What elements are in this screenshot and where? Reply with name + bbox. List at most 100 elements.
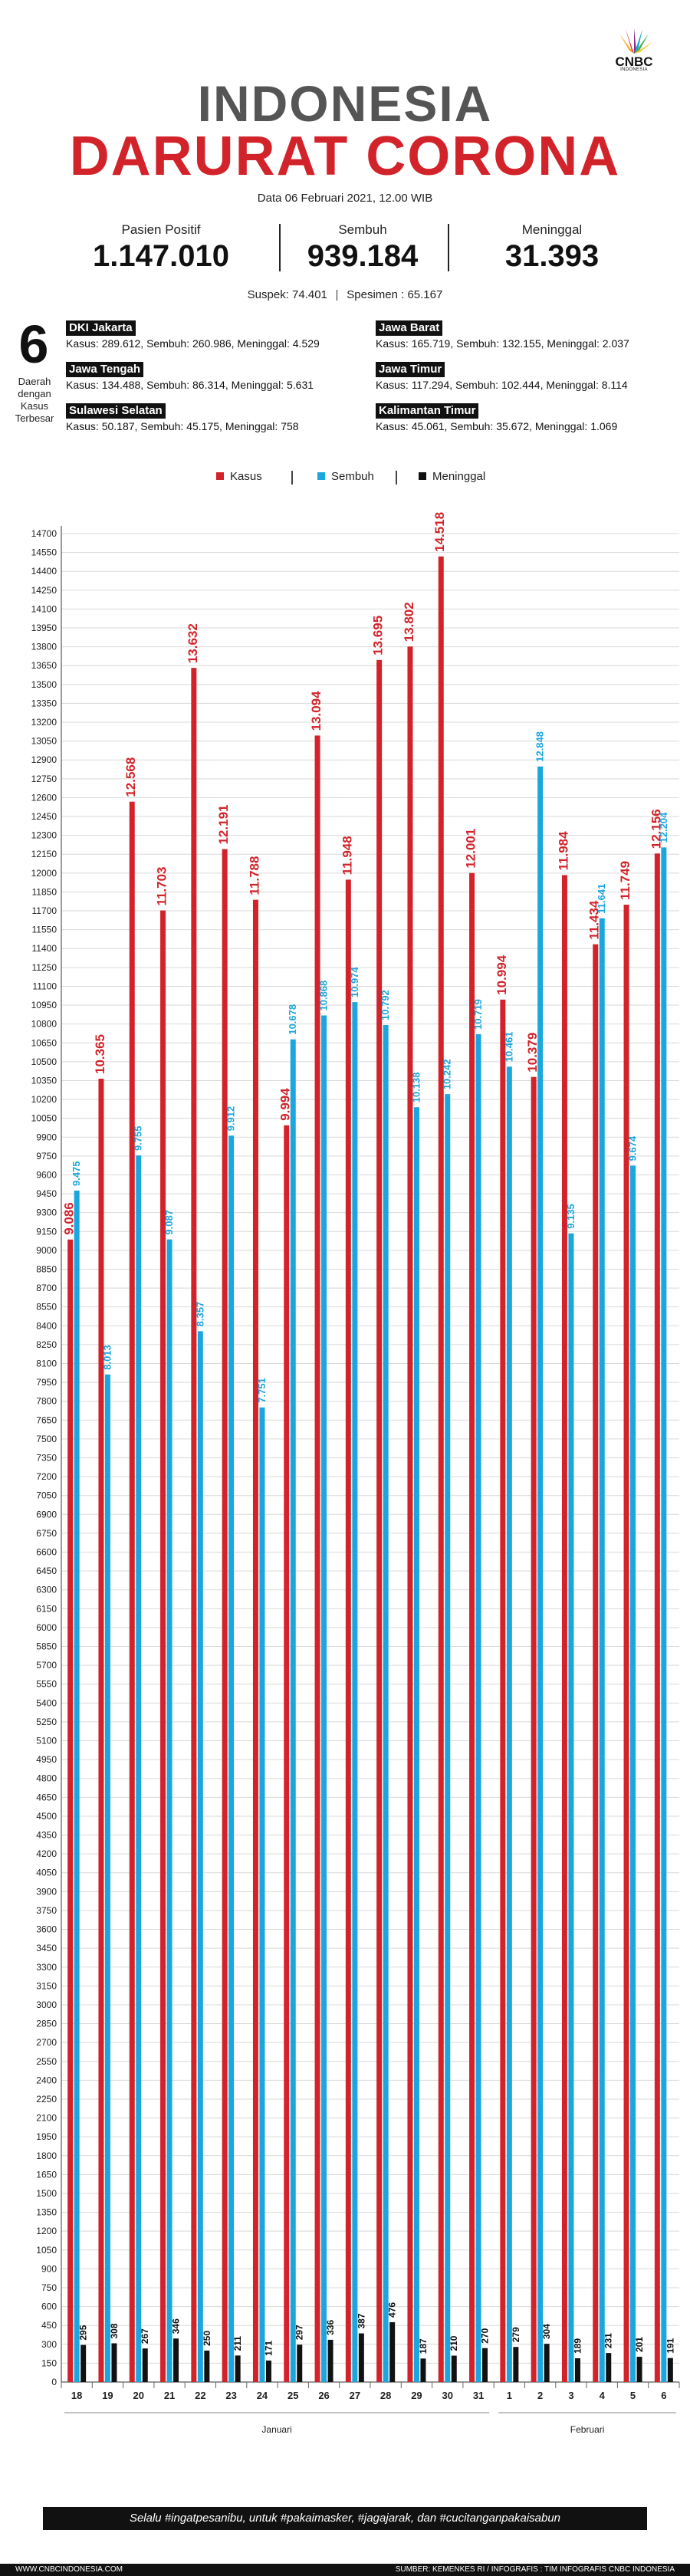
bar-sembuh <box>568 1233 574 2382</box>
y-tick-label: 9900 <box>36 1132 57 1142</box>
y-tick-label: 14400 <box>31 566 58 577</box>
legend-swatch-kasus <box>216 472 224 481</box>
bar-sembuh <box>352 1002 358 2382</box>
data-label-kasus: 10.379 <box>525 1033 540 1073</box>
bar-kasus <box>129 801 135 2382</box>
logo-subtext: INDONESIA <box>620 67 648 72</box>
data-label-sembuh: 10.138 <box>410 1072 422 1102</box>
data-label-kasus: 11.749 <box>618 861 632 900</box>
stat-sembuh-label: Sembuh <box>338 222 387 237</box>
y-tick-label: 5700 <box>36 1660 57 1671</box>
stat-meninggal-label: Meninggal <box>521 222 583 237</box>
legend-swatch-meninggal <box>419 472 426 481</box>
region-caption: Daerah dengan Kasus Terbesar <box>15 376 54 424</box>
data-label-kasus: 11.434 <box>587 900 602 940</box>
data-label-meninggal: 211 <box>232 2336 243 2351</box>
y-tick-label: 11100 <box>32 981 57 991</box>
legend-item-sembuh: Sembuh <box>317 469 374 485</box>
y-tick-label: 7350 <box>36 1453 57 1464</box>
data-label-sembuh: 10.678 <box>287 1004 298 1035</box>
bar-meninggal <box>235 2355 241 2382</box>
bar-kasus <box>531 1076 537 2382</box>
bar-meninggal <box>297 2344 303 2382</box>
y-tick-label: 10800 <box>31 1019 58 1030</box>
data-label-kasus: 12.001 <box>464 829 478 869</box>
x-tick-label: 29 <box>411 2390 422 2401</box>
data-label-sembuh: 9.755 <box>133 1126 144 1152</box>
data-label-kasus: 13.802 <box>402 602 416 642</box>
y-tick-label: 2400 <box>36 2075 57 2085</box>
data-label-sembuh: 10.974 <box>349 967 360 998</box>
y-tick-label: 300 <box>41 2339 57 2350</box>
data-label-sembuh: 10.792 <box>380 990 391 1020</box>
y-tick-label: 0 <box>51 2377 57 2387</box>
region-detail: Kasus: 45.061, Sembuh: 35.672, Meninggal… <box>376 420 618 432</box>
bar-meninggal <box>204 2350 210 2382</box>
data-label-meninggal: 270 <box>480 2328 491 2343</box>
data-label-meninggal: 267 <box>140 2328 150 2344</box>
y-tick-label: 13950 <box>31 623 58 633</box>
y-tick-label: 8700 <box>36 1283 57 1293</box>
data-label-meninggal: 297 <box>294 2325 305 2340</box>
y-tick-label: 6300 <box>36 1585 57 1595</box>
y-tick-label: 3300 <box>36 1962 57 1973</box>
y-tick-label: 14250 <box>31 585 58 596</box>
bar-sembuh <box>197 1331 203 2382</box>
y-tick-label: 13350 <box>31 698 58 708</box>
bar-meninggal <box>636 2357 642 2382</box>
y-tick-label: 4350 <box>36 1830 57 1841</box>
y-tick-label: 7650 <box>36 1414 57 1425</box>
bar-meninggal <box>544 2344 550 2382</box>
x-tick-label: 1 <box>507 2390 512 2401</box>
bar-meninggal <box>173 2338 179 2382</box>
bar-sembuh <box>383 1024 389 2382</box>
y-tick-label: 13200 <box>31 717 58 728</box>
y-tick-label: 9450 <box>36 1188 57 1199</box>
footer-source: SUMBER: KEMENKES RI / INFOGRAFIS : TIM I… <box>395 2565 675 2574</box>
bar-sembuh <box>475 1033 481 2382</box>
bar-kasus <box>438 556 444 2382</box>
data-label-kasus: 13.632 <box>186 623 200 663</box>
y-tick-label: 900 <box>41 2263 57 2274</box>
bar-kasus <box>654 853 660 2382</box>
data-label-kasus: 11.948 <box>340 836 354 875</box>
y-tick-label: 9750 <box>36 1151 57 1162</box>
y-tick-label: 13800 <box>31 642 58 652</box>
data-label-meninggal: 279 <box>511 2327 521 2342</box>
bar-kasus <box>222 849 228 2382</box>
y-tick-label: 8850 <box>36 1263 57 1274</box>
y-tick-label: 7500 <box>36 1434 57 1444</box>
month-label-februari: Februari <box>570 2424 605 2435</box>
x-tick-label: 22 <box>195 2390 205 2401</box>
x-tick-label: 6 <box>661 2390 666 2401</box>
data-label-sembuh: 10.719 <box>472 999 484 1030</box>
stat-sembuh: Sembuh 939.184 <box>263 222 462 274</box>
bar-kasus <box>98 1078 104 2382</box>
bar-kasus <box>561 875 567 2382</box>
data-label-kasus: 9.994 <box>278 1088 293 1121</box>
bar-kasus <box>160 910 166 2382</box>
stat-sembuh-value: 939.184 <box>307 239 419 273</box>
y-tick-label: 750 <box>41 2282 57 2293</box>
x-tick-label: 23 <box>225 2390 236 2401</box>
y-tick-label: 2550 <box>36 2056 57 2067</box>
bar-sembuh <box>166 1239 172 2382</box>
data-label-kasus: 9.086 <box>62 1202 77 1235</box>
bar-sembuh <box>228 1135 235 2382</box>
region-item: DKI Jakarta Kasus: 289.612, Sembuh: 260.… <box>66 320 373 350</box>
bar-kasus <box>407 646 413 2382</box>
region-name: Sulawesi Selatan <box>66 403 166 419</box>
y-tick-label: 1950 <box>36 2131 57 2142</box>
data-label-sembuh: 12.204 <box>658 812 669 843</box>
y-tick-label: 3900 <box>36 1886 57 1897</box>
region-item: Kalimantan Timur Kasus: 45.061, Sembuh: … <box>376 403 682 432</box>
data-label-sembuh: 10.868 <box>318 981 330 1011</box>
y-tick-label: 3450 <box>36 1943 57 1953</box>
bar-kasus <box>191 668 197 2382</box>
y-tick-label: 600 <box>41 2302 57 2312</box>
y-tick-label: 12000 <box>31 868 58 879</box>
bar-kasus <box>593 944 599 2382</box>
y-tick-label: 6150 <box>36 1603 57 1614</box>
y-tick-label: 1200 <box>36 2226 57 2236</box>
y-tick-label: 6450 <box>36 1566 57 1576</box>
